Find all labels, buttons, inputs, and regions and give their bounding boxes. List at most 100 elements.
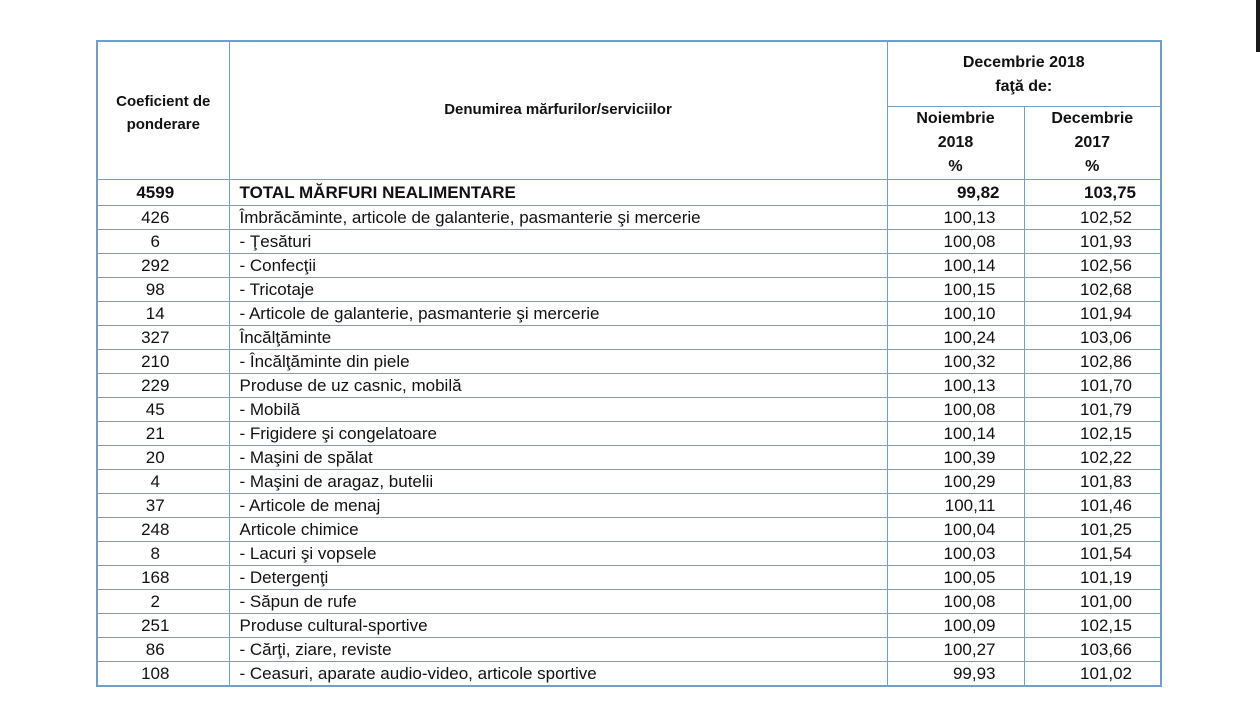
cell-dec-2017: 101,79 xyxy=(1023,397,1162,422)
cell-dec-2017: 103,66 xyxy=(1023,637,1162,662)
cell-name: TOTAL MĂRFURI NEALIMENTARE xyxy=(228,179,888,206)
cell-nov-2018: 100,05 xyxy=(886,565,1025,590)
header-col2-text: Decembrie 2017 % xyxy=(1051,110,1134,175)
header-name: Denumirea mărfurilor/serviciilor xyxy=(228,40,888,180)
cell-coef: 327 xyxy=(96,325,230,350)
cell-name: - Articole de galanterie, pasmanterie şi… xyxy=(228,301,888,326)
cell-dec-2017: 102,52 xyxy=(1023,205,1162,230)
table-row: 229 Produse de uz casnic, mobilă 100,13 101… xyxy=(96,373,1162,398)
cell-dec-2017: 101,25 xyxy=(1023,517,1162,542)
cell-dec-2017: 101,54 xyxy=(1023,541,1162,566)
cell-name: - Articole de menaj xyxy=(228,493,888,518)
cell-name: - Confecţii xyxy=(228,253,888,278)
cell-dec-2017: 101,70 xyxy=(1023,373,1162,398)
cell-name: - Detergenţi xyxy=(228,565,888,590)
table-row: 426 Îmbrăcăminte, articole de galanterie,… xyxy=(96,205,1162,230)
cell-coef: 108 xyxy=(96,661,230,687)
cell-coef: 86 xyxy=(96,637,230,662)
cell-dec-2017: 101,83 xyxy=(1023,469,1162,494)
header-group-text: Decembrie 2018 faţă de: xyxy=(962,54,1085,95)
cell-name: - Lacuri şi vopsele xyxy=(228,541,888,566)
header-col1-text: Noiembrie 2018 % xyxy=(916,110,995,175)
cell-coef: 251 xyxy=(96,613,230,638)
cell-dec-2017: 102,15 xyxy=(1023,613,1162,638)
table-row: 168- Detergenţi 100,05 101,19 xyxy=(96,565,1162,590)
cell-name: - Maşini de aragaz, butelii xyxy=(228,469,888,494)
cell-coef: 248 xyxy=(96,517,230,542)
cell-coef: 8 xyxy=(96,541,230,566)
cell-nov-2018: 100,29 xyxy=(886,469,1025,494)
table-row: 2- Săpun de rufe 100,08 101,00 xyxy=(96,589,1162,614)
header-group: Decembrie 2018 faţă de: xyxy=(886,40,1162,107)
table-row: 108- Ceasuri, aparate audio-video, artic… xyxy=(96,661,1162,687)
cell-nov-2018: 100,15 xyxy=(886,277,1025,302)
cell-coef: 20 xyxy=(96,445,230,470)
cell-nov-2018: 99,82 xyxy=(886,179,1025,206)
cell-dec-2017: 101,94 xyxy=(1023,301,1162,326)
table-row: 45- Mobilă 100,08 101,79 xyxy=(96,397,1162,422)
cell-dec-2017: 101,93 xyxy=(1023,229,1162,254)
cell-name: - Încălţăminte din piele xyxy=(228,349,888,374)
cell-nov-2018: 100,11 xyxy=(886,493,1025,518)
cell-coef: 4 xyxy=(96,469,230,494)
cell-name: Produse de uz casnic, mobilă xyxy=(228,373,888,398)
cell-coef: 2 xyxy=(96,589,230,614)
cell-coef: 210 xyxy=(96,349,230,374)
cell-name: Articole chimice xyxy=(228,517,888,542)
cell-nov-2018: 100,09 xyxy=(886,613,1025,638)
cell-coef: 98 xyxy=(96,277,230,302)
table-row: 251 Produse cultural-sportive 100,09 102,15 xyxy=(96,613,1162,638)
cell-name: - Săpun de rufe xyxy=(228,589,888,614)
cell-name: Produse cultural-sportive xyxy=(228,613,888,638)
cell-name: - Maşini de spălat xyxy=(228,445,888,470)
window-edge xyxy=(1256,0,1260,52)
cell-nov-2018: 100,08 xyxy=(886,589,1025,614)
cell-dec-2017: 102,56 xyxy=(1023,253,1162,278)
cell-coef: 426 xyxy=(96,205,230,230)
cell-name: Îmbrăcăminte, articole de galanterie, pa… xyxy=(228,205,888,230)
table-row: 98- Tricotaje 100,15 102,68 xyxy=(96,277,1162,302)
cell-coef: 14 xyxy=(96,301,230,326)
table-row: 37- Articole de menaj 100,11 101,46 xyxy=(96,493,1162,518)
header-col-nov-2018: Noiembrie 2018 % xyxy=(886,106,1025,180)
cell-coef: 6 xyxy=(96,229,230,254)
cell-coef: 168 xyxy=(96,565,230,590)
header-col-dec-2017: Decembrie 2017 % xyxy=(1023,106,1162,180)
cell-nov-2018: 99,93 xyxy=(886,661,1025,687)
cell-dec-2017: 103,06 xyxy=(1023,325,1162,350)
cell-name: - Tricotaje xyxy=(228,277,888,302)
cell-nov-2018: 100,08 xyxy=(886,397,1025,422)
cell-nov-2018: 100,24 xyxy=(886,325,1025,350)
cell-dec-2017: 101,19 xyxy=(1023,565,1162,590)
table-row: 248 Articole chimice 100,04 101,25 xyxy=(96,517,1162,542)
table-header: Coeficient de ponderare Denumirea mărfur… xyxy=(96,40,1162,180)
table-row: 327 Încălţăminte 100,24 103,06 xyxy=(96,325,1162,350)
table-body: 4599 TOTAL MĂRFURI NEALIMENTARE 99,82 103,7… xyxy=(96,179,1162,687)
cell-coef: 21 xyxy=(96,421,230,446)
header-coef: Coeficient de ponderare xyxy=(96,40,230,180)
cell-coef: 4599 xyxy=(96,179,230,206)
cell-dec-2017: 102,86 xyxy=(1023,349,1162,374)
cell-coef: 37 xyxy=(96,493,230,518)
table-row: 14- Articole de galanterie, pasmanterie … xyxy=(96,301,1162,326)
cell-coef: 45 xyxy=(96,397,230,422)
cell-name: - Cărţi, ziare, reviste xyxy=(228,637,888,662)
table-row: 292- Confecţii 100,14 102,56 xyxy=(96,253,1162,278)
cell-nov-2018: 100,04 xyxy=(886,517,1025,542)
cell-dec-2017: 101,02 xyxy=(1023,661,1162,687)
table-row: 6- Ţesături 100,08 101,93 xyxy=(96,229,1162,254)
cell-nov-2018: 100,14 xyxy=(886,421,1025,446)
cell-nov-2018: 100,08 xyxy=(886,229,1025,254)
table-row: 21- Frigidere şi congelatoare 100,14 102,1… xyxy=(96,421,1162,446)
cell-coef: 229 xyxy=(96,373,230,398)
table-row: 20- Maşini de spălat 100,39 102,22 xyxy=(96,445,1162,470)
cell-name: - Ţesături xyxy=(228,229,888,254)
cell-nov-2018: 100,39 xyxy=(886,445,1025,470)
price-index-table: Coeficient de ponderare Denumirea mărfur… xyxy=(96,40,1163,687)
cell-nov-2018: 100,27 xyxy=(886,637,1025,662)
table-row: 86- Cărţi, ziare, reviste 100,27 103,66 xyxy=(96,637,1162,662)
table-row: 8- Lacuri şi vopsele 100,03 101,54 xyxy=(96,541,1162,566)
cell-nov-2018: 100,10 xyxy=(886,301,1025,326)
cell-nov-2018: 100,13 xyxy=(886,373,1025,398)
